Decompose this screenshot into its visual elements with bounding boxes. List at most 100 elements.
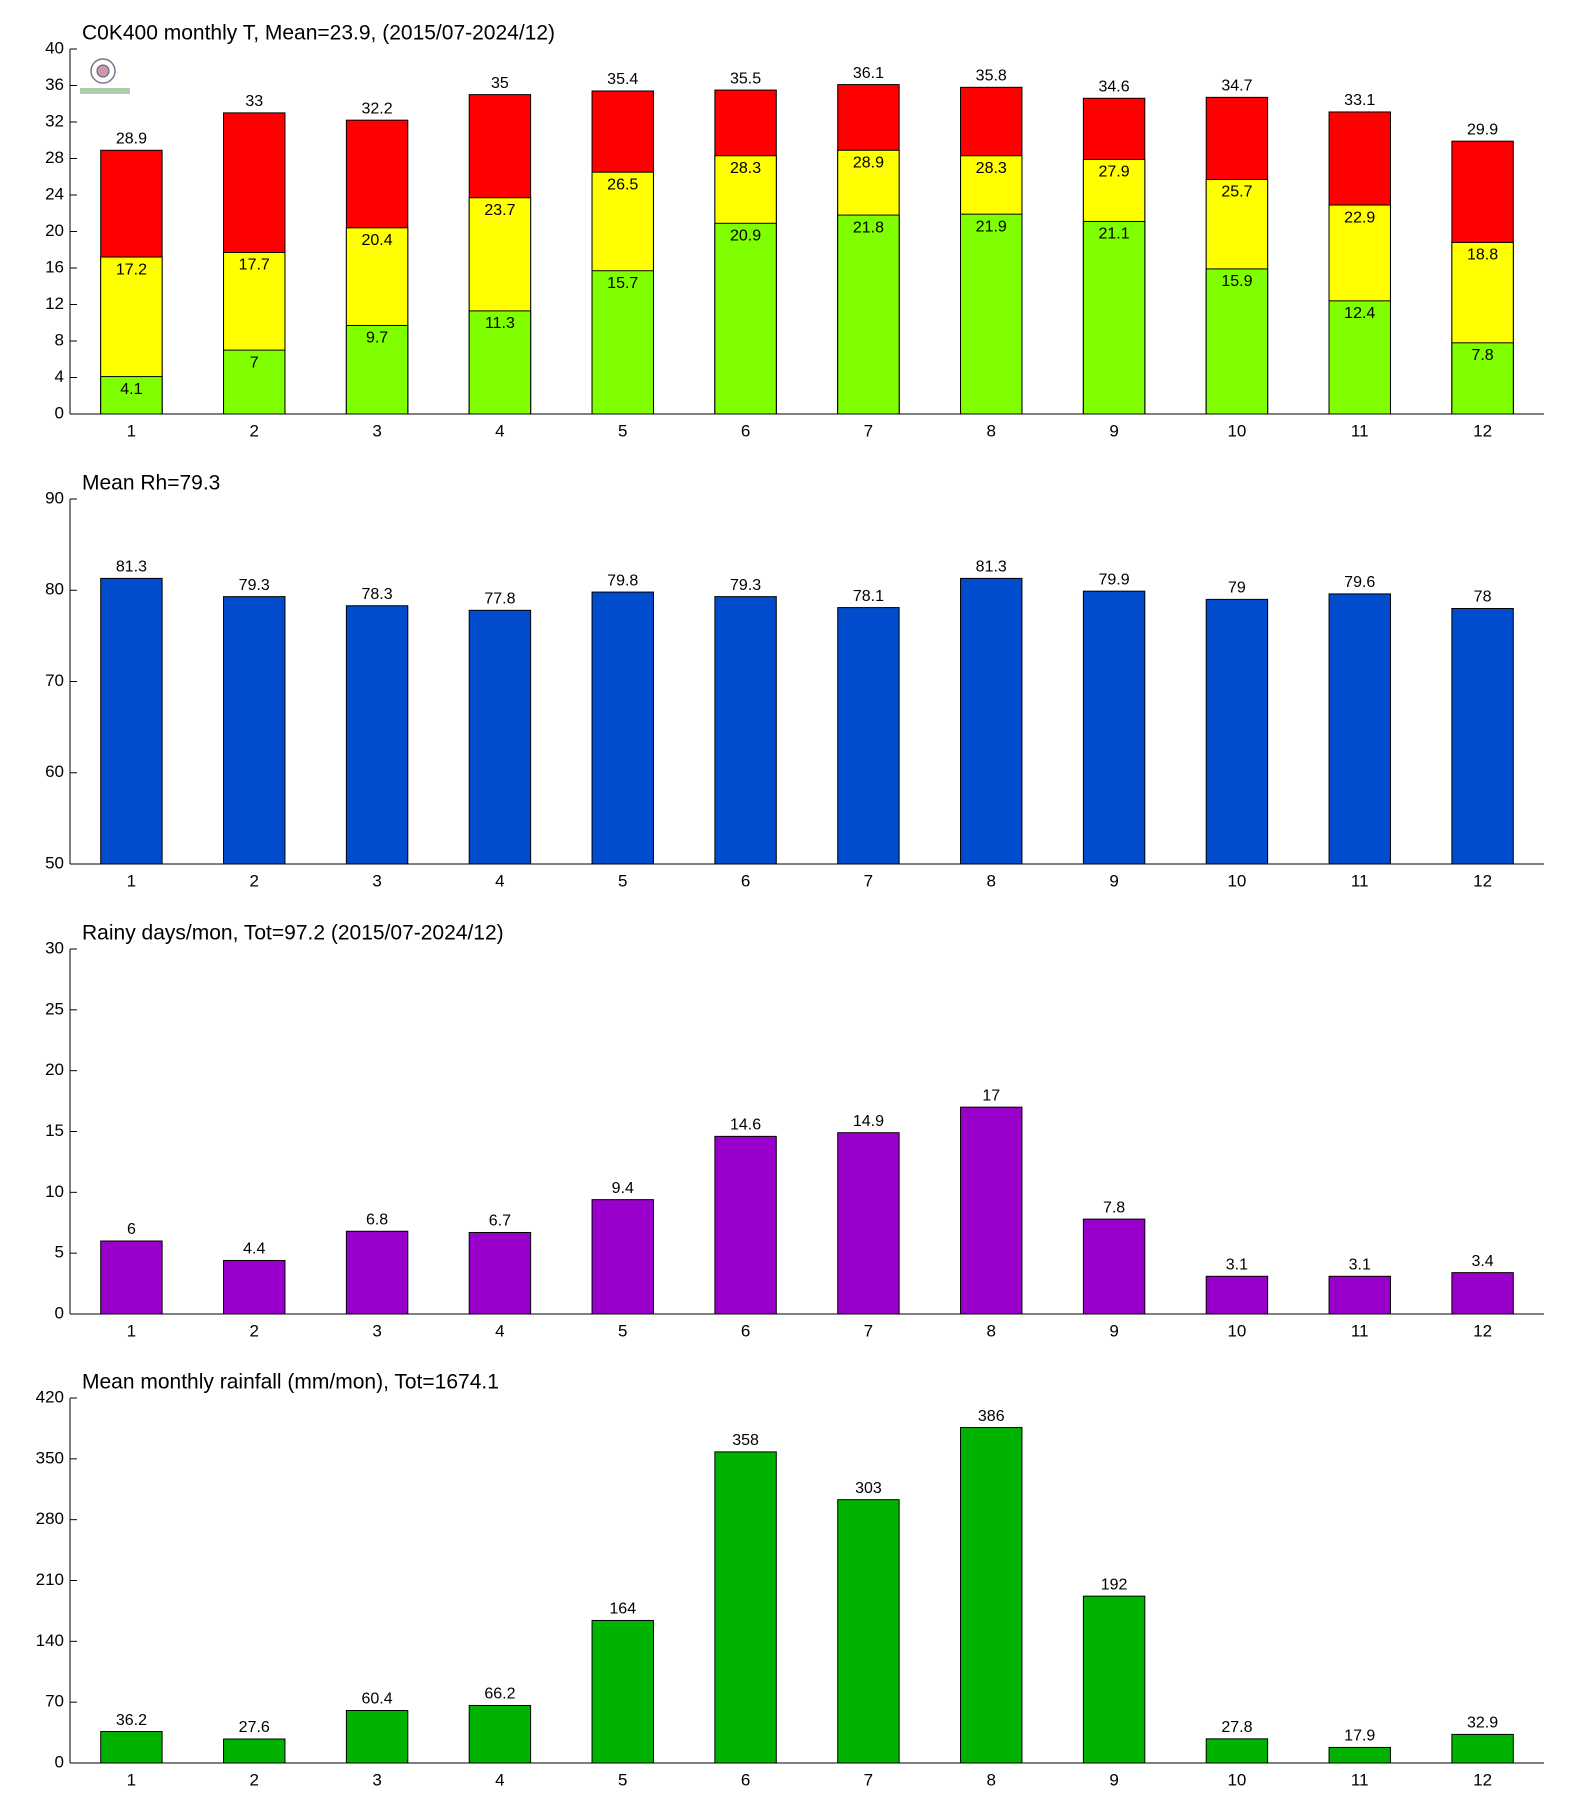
bar [714,1135,777,1315]
data-label: 79.6 [1344,574,1375,591]
bar [1205,598,1269,865]
data-label: 22.9 [1344,209,1375,226]
data-label: 78 [1474,589,1492,606]
y-tick-label: 0 [55,403,64,422]
x-tick-label: 7 [864,421,873,440]
x-tick-label: 11 [1351,1321,1369,1340]
bar [837,214,900,415]
x-tick-label: 9 [1109,421,1118,440]
bar [1082,220,1146,415]
bar [100,577,163,865]
data-label: 20.4 [362,232,393,249]
data-label: 21.9 [976,218,1007,235]
bar [468,609,532,865]
data-label: 27.8 [1221,1719,1252,1736]
x-tick-label: 8 [987,871,996,890]
y-tick-label: 36 [45,75,64,94]
data-label: 11.3 [485,315,515,332]
data-label: 20.9 [730,228,761,245]
x-tick-label: 5 [618,1321,627,1340]
data-label: 33 [245,93,263,110]
data-label: 14.6 [730,1117,761,1134]
x-tick-label: 9 [1109,1321,1118,1340]
bar [1205,1738,1269,1764]
y-tick-label: 80 [45,580,64,599]
data-label: 29.9 [1467,121,1498,138]
bar [223,596,286,865]
x-tick-label: 9 [1109,1770,1118,1789]
data-label: 32.9 [1467,1715,1498,1732]
bar [837,1132,900,1315]
bar [837,607,900,865]
bar [1451,1272,1514,1315]
y-tick-label: 40 [45,38,64,57]
bar [1205,268,1269,415]
x-tick-label: 5 [618,871,627,890]
logo [80,88,130,94]
data-label: 79.9 [1099,571,1130,588]
data-label: 17.9 [1344,1728,1375,1745]
data-label: 81.3 [116,559,147,576]
data-label: 35.5 [730,70,761,87]
data-label: 34.7 [1221,78,1252,95]
data-label: 17.2 [116,261,147,278]
x-tick-label: 11 [1351,871,1369,890]
x-tick-label: 7 [864,1321,873,1340]
x-tick-label: 10 [1227,421,1246,440]
data-label: 36.2 [116,1712,147,1729]
data-label: 25.7 [1221,184,1252,201]
data-label: 9.4 [612,1180,634,1197]
logo [96,64,110,78]
data-label: 36.1 [853,65,884,82]
y-tick-label: 20 [45,1060,64,1079]
data-label: 7.8 [1103,1199,1125,1216]
data-label: 14.9 [853,1113,884,1130]
x-tick-label: 6 [741,421,750,440]
bar [345,1230,409,1315]
bar [100,1731,163,1764]
bar [1328,1275,1391,1315]
bar [100,1240,163,1315]
data-label: 35.8 [976,68,1007,85]
x-tick-label: 3 [372,871,381,890]
data-label: 34.6 [1099,78,1130,95]
x-tick-label: 12 [1473,1321,1492,1340]
x-tick-label: 1 [127,1321,136,1340]
x-tick-label: 2 [250,1770,259,1789]
x-tick-label: 2 [250,1321,259,1340]
y-tick-label: 24 [45,184,64,203]
x-tick-label: 10 [1227,871,1246,890]
x-tick-label: 10 [1227,1321,1246,1340]
y-tick-label: 140 [36,1631,64,1650]
bar [960,213,1023,415]
y-tick-label: 70 [45,1692,64,1711]
x-tick-label: 3 [372,1770,381,1789]
y-tick-label: 4 [55,367,64,386]
data-label: 81.3 [976,559,1007,576]
y-tick-label: 28 [45,148,64,167]
bar [1328,593,1391,865]
bar [591,1619,654,1764]
x-tick-label: 4 [495,1321,504,1340]
data-label: 386 [978,1408,1005,1425]
x-tick-label: 3 [372,421,381,440]
bar [468,310,532,415]
chart-title: Mean Rh=79.3 [82,472,220,495]
y-tick-label: 420 [36,1387,64,1406]
data-label: 28.3 [976,160,1007,177]
data-label: 3.1 [1226,1257,1248,1274]
y-tick-label: 350 [36,1448,64,1467]
bar [1451,342,1514,415]
x-tick-label: 4 [495,421,504,440]
bar [591,1199,654,1315]
y-tick-label: 15 [45,1121,64,1140]
data-label: 32.2 [362,100,393,117]
y-tick-label: 50 [45,853,64,872]
x-tick-label: 8 [987,421,996,440]
bar [468,1704,532,1764]
bar [345,324,409,415]
x-tick-label: 5 [618,421,627,440]
data-label: 28.9 [116,131,147,148]
data-label: 79 [1228,580,1246,597]
bar [714,222,777,415]
